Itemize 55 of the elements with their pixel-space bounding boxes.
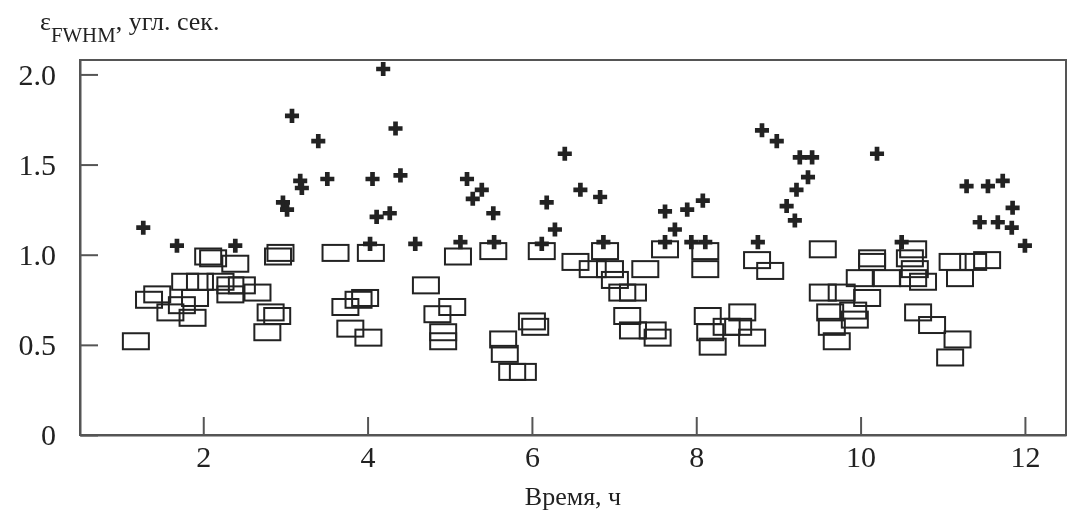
point	[365, 171, 380, 187]
x-tick-label: 8	[689, 440, 705, 473]
point	[453, 235, 468, 250]
point	[539, 195, 554, 210]
point	[779, 199, 794, 214]
point	[1017, 238, 1032, 253]
y-tick-label: 0	[41, 418, 56, 452]
y-axis-title: ε$_{FWHM}$, угл. сек.	[40, 7, 220, 46]
y-tick-label: 1.0	[18, 237, 56, 271]
point	[869, 146, 885, 161]
point	[136, 220, 151, 235]
point	[280, 202, 295, 217]
point	[680, 202, 695, 217]
point	[789, 182, 804, 197]
x-tick-label: 4	[360, 440, 376, 473]
y-tick-label: 1.5	[18, 147, 56, 181]
point	[393, 168, 408, 183]
point	[792, 150, 807, 165]
point	[800, 170, 816, 185]
point	[388, 121, 403, 136]
point	[169, 238, 184, 253]
point	[805, 150, 820, 165]
x-tick-label: 10	[846, 440, 877, 473]
point	[228, 238, 243, 253]
point	[787, 213, 802, 228]
x-tick-label: 12	[1010, 440, 1041, 473]
point	[486, 206, 501, 221]
y-tick-label: 2.0	[18, 57, 56, 91]
point	[408, 236, 423, 251]
point	[547, 222, 562, 237]
point	[465, 191, 480, 206]
point	[369, 209, 384, 224]
point	[657, 204, 673, 219]
point	[320, 171, 335, 187]
x-axis-title: Время, ч	[524, 482, 622, 511]
y-tick-label: 0.5	[18, 327, 56, 361]
point	[474, 182, 489, 197]
point	[980, 179, 995, 194]
point	[1004, 220, 1019, 235]
point	[769, 134, 784, 149]
x-tick-label: 6	[524, 440, 540, 473]
point	[1005, 200, 1020, 215]
point	[754, 123, 770, 138]
point	[376, 61, 391, 77]
point	[990, 215, 1005, 230]
point	[573, 182, 588, 197]
point	[382, 206, 397, 221]
point	[972, 215, 987, 230]
point	[695, 193, 710, 208]
point	[667, 222, 682, 237]
point	[995, 173, 1010, 188]
point	[959, 179, 974, 194]
point	[311, 134, 326, 149]
x-tick-label: 2	[196, 440, 212, 473]
point	[557, 146, 572, 161]
